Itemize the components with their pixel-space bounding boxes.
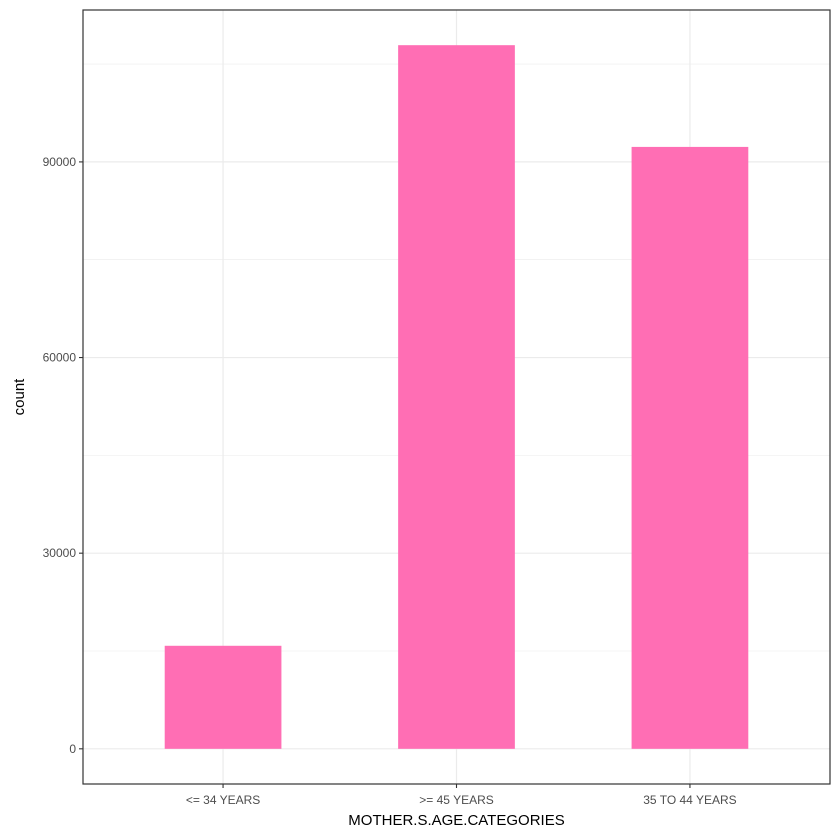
- bar: [631, 146, 749, 749]
- x-axis-title: MOTHER.S.AGE.CATEGORIES: [348, 812, 564, 829]
- x-tick-label: >= 45 YEARS: [419, 793, 494, 807]
- y-tick-label: 90000: [43, 155, 77, 169]
- bar: [398, 45, 515, 749]
- y-tick-label: 60000: [43, 351, 77, 365]
- y-axis-title: count: [11, 378, 28, 416]
- y-tick-label: 0: [69, 742, 76, 756]
- x-tick-label: 35 TO 44 YEARS: [643, 793, 736, 807]
- bar: [164, 645, 282, 749]
- bars: [164, 45, 749, 749]
- x-tick-label: <= 34 YEARS: [186, 793, 261, 807]
- x-axis-ticks: <= 34 YEARS >= 45 YEARS 35 TO 44 YEARS: [186, 784, 737, 807]
- y-axis-ticks: 0 30000 60000 90000: [43, 155, 83, 756]
- y-tick-label: 30000: [43, 546, 77, 560]
